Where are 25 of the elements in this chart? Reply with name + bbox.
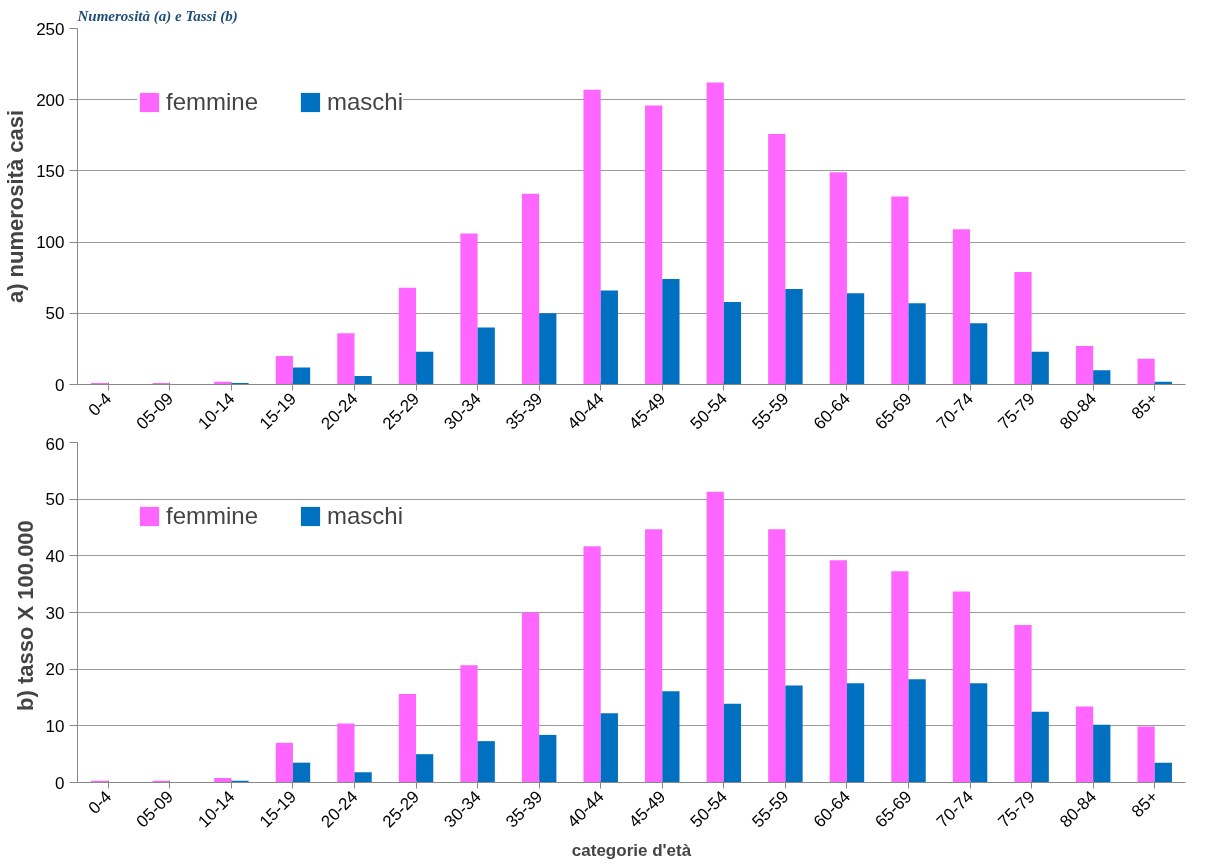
y-tick-label: 10 [45, 716, 65, 736]
legend-label: femmine [166, 88, 259, 116]
y-tick-label: 20 [45, 660, 65, 680]
y-tick-label: 250 [36, 19, 65, 39]
legend-label: maschi [327, 502, 404, 530]
y-tick-label: 200 [36, 90, 65, 110]
y-tick-label: 40 [45, 546, 65, 566]
y-axis-title: b) tasso X 100.000 [12, 520, 38, 711]
y-tick-label: 30 [45, 603, 65, 623]
y-tick-label: 50 [45, 490, 65, 510]
x-tick-label: 0-4 [84, 389, 116, 420]
y-tick-label: 60 [45, 434, 65, 454]
y-tick-label: 50 [45, 304, 65, 324]
x-axis-title: categorie d'età [571, 840, 692, 860]
chart-title: Numerosità (a) e Tassi (b) [76, 7, 238, 25]
y-tick-label: 0 [55, 773, 65, 793]
x-tick-label: 85+ [1127, 389, 1162, 423]
x-tick-label: 0-4 [84, 787, 116, 818]
y-tick-label: 150 [36, 161, 65, 181]
y-axis-title: a) numerosità casi [3, 109, 29, 304]
legend-label: femmine [166, 502, 259, 530]
legend-label: maschi [327, 88, 404, 116]
x-tick-label: 85+ [1127, 787, 1162, 821]
y-tick-label: 0 [55, 375, 65, 395]
y-tick-label: 100 [36, 233, 65, 253]
